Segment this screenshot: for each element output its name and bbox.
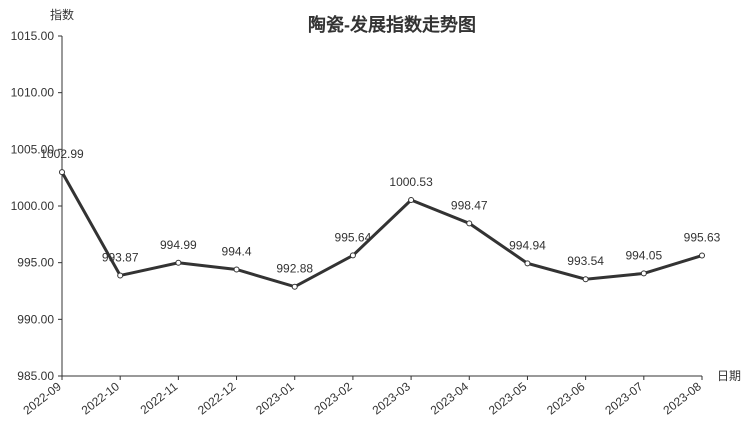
- x-tick-label: 2023-03: [370, 379, 414, 417]
- point: [117, 272, 124, 279]
- x-tick-label: 2022-11: [138, 379, 181, 417]
- data-label: 998.47: [451, 198, 488, 212]
- data-label: 992.88: [276, 262, 313, 276]
- data-label: 995.64: [335, 230, 372, 244]
- point: [291, 283, 298, 290]
- data-label: 993.54: [567, 254, 604, 268]
- data-label: 1000.53: [389, 175, 433, 189]
- y-tick-label: 1015.00: [11, 29, 55, 43]
- data-label: 994.05: [625, 248, 662, 262]
- x-tick-label: 2022-12: [195, 379, 239, 417]
- point: [349, 252, 356, 259]
- data-label: 993.87: [102, 250, 139, 264]
- x-tick-label: 2023-04: [428, 379, 472, 417]
- point: [59, 169, 65, 176]
- point: [466, 220, 473, 227]
- y-tick-label: 1005.00: [11, 142, 55, 156]
- point: [175, 259, 182, 266]
- data-label: 994.94: [509, 238, 546, 252]
- y-axis-label: 指数: [50, 7, 74, 22]
- y-tick-label: 985.00: [17, 369, 54, 383]
- x-tick-label: 2022-10: [79, 379, 123, 417]
- point: [524, 260, 531, 267]
- x-tick-label: 2023-07: [602, 379, 646, 417]
- point: [233, 266, 240, 273]
- y-tick-label: 990.00: [17, 312, 54, 326]
- point: [582, 276, 589, 283]
- x-tick-label: 2022-09: [21, 379, 65, 417]
- data-label: 994.4: [222, 244, 252, 258]
- x-tick-label: 2023-08: [661, 379, 705, 417]
- x-axis-label: 日期: [717, 369, 741, 383]
- x-tick-label: 2023-06: [544, 379, 588, 417]
- x-tick-label: 2023-02: [311, 379, 355, 417]
- y-tick-label: 1010.00: [11, 86, 55, 100]
- data-label: 994.99: [160, 238, 197, 252]
- data-label: 1002.99: [40, 147, 84, 161]
- x-tick-label: 2023-05: [486, 379, 530, 417]
- chart-title: 陶瓷-发展指数走势图: [308, 14, 476, 35]
- point: [408, 196, 415, 203]
- line: [60, 171, 703, 289]
- x-tick-label: 2023-01: [253, 379, 297, 417]
- y-tick-label: 1000.00: [11, 199, 55, 213]
- y-tick-label: 995.00: [17, 256, 54, 270]
- point: [640, 270, 647, 277]
- point: [699, 252, 705, 259]
- data-label: 995.63: [684, 231, 721, 245]
